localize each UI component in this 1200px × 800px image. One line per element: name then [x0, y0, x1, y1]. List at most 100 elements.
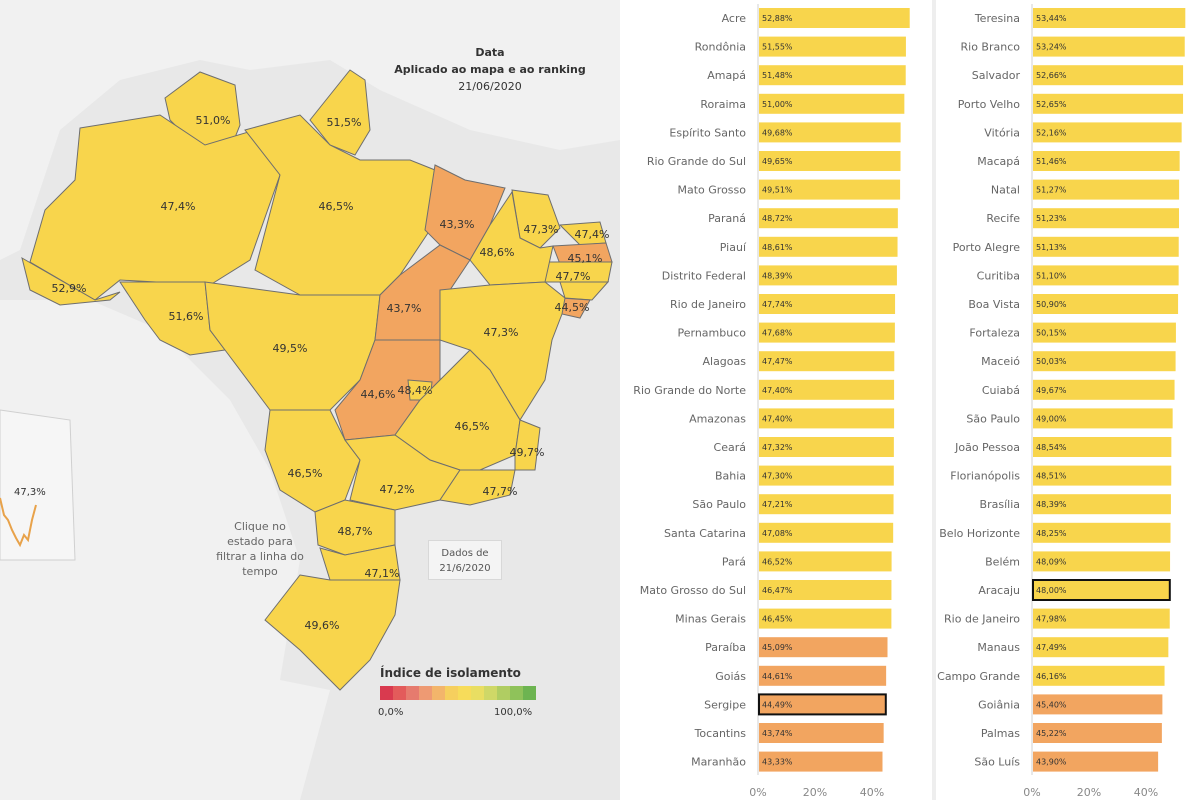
rank-row-state[interactable]: Paraíba 45,09% — [705, 637, 888, 658]
rank-bar[interactable] — [1033, 65, 1184, 86]
rank-bar[interactable] — [759, 322, 895, 343]
rank-row-state[interactable]: Roraima 51,00% — [700, 93, 905, 114]
rank-bar[interactable] — [1033, 322, 1176, 343]
rank-bar[interactable] — [759, 65, 906, 86]
rank-row-state[interactable]: Sergipe 44,49% — [704, 693, 887, 716]
rank-row-city[interactable]: Vitória 52,16% — [984, 122, 1182, 143]
rank-bar[interactable] — [1033, 8, 1186, 28]
rank-bar[interactable] — [1033, 236, 1179, 257]
rank-row-city[interactable]: Goiânia 45,40% — [978, 694, 1163, 715]
rank-row-state[interactable]: Ceará 47,32% — [714, 437, 894, 457]
rank-bar[interactable] — [759, 351, 895, 372]
rank-bar[interactable] — [759, 665, 887, 686]
rank-row-state[interactable]: Tocantins 43,74% — [694, 723, 884, 743]
rank-bar[interactable] — [759, 208, 898, 229]
rank-bar[interactable] — [1033, 294, 1179, 314]
rank-bar[interactable] — [759, 637, 888, 658]
rank-bar[interactable] — [1033, 723, 1162, 743]
rank-row-city[interactable]: Rio de Janeiro 47,98% — [944, 608, 1170, 629]
rank-row-state[interactable]: Rio Grande do Norte 47,40% — [633, 379, 895, 400]
rank-bar[interactable] — [1032, 579, 1171, 601]
rank-row-city[interactable]: Porto Velho 52,65% — [958, 93, 1184, 114]
rank-row-city[interactable]: Belo Horizonte 48,25% — [939, 522, 1171, 543]
rank-bar[interactable] — [1033, 522, 1171, 543]
rank-bar[interactable] — [1033, 151, 1180, 171]
rank-bar[interactable] — [1033, 351, 1176, 372]
rank-row-city[interactable]: Natal 51,27% — [991, 179, 1180, 200]
rank-row-state[interactable]: Goiás 44,61% — [715, 665, 887, 686]
rank-row-city[interactable]: Boa Vista 50,90% — [968, 294, 1179, 314]
rank-bar[interactable] — [759, 580, 892, 600]
rank-row-city[interactable]: São Paulo 49,00% — [966, 408, 1173, 429]
rank-row-state[interactable]: Minas Gerais 46,45% — [675, 608, 892, 629]
rank-row-city[interactable]: Cuiabá 49,67% — [982, 379, 1175, 400]
rank-bar[interactable] — [1033, 751, 1159, 772]
rank-row-city[interactable]: Porto Alegre 51,13% — [953, 236, 1179, 257]
rank-bar[interactable] — [1033, 379, 1175, 400]
rank-bar[interactable] — [759, 236, 898, 257]
rank-bar[interactable] — [1033, 494, 1171, 515]
rank-row-city[interactable]: Recife 51,23% — [986, 208, 1180, 229]
rank-row-state[interactable]: Rio Grande do Sul 49,65% — [647, 151, 901, 171]
rank-row-city[interactable]: Palmas 45,22% — [981, 723, 1162, 743]
rank-bar[interactable] — [759, 93, 905, 114]
rank-row-city[interactable]: Macapá 51,46% — [977, 151, 1180, 171]
rank-row-city[interactable]: Florianópolis 48,51% — [950, 465, 1172, 486]
rank-row-state[interactable]: Piauí 48,61% — [720, 236, 898, 257]
rank-row-state[interactable]: Espírito Santo 49,68% — [669, 122, 901, 143]
sparkline[interactable] — [0, 497, 37, 548]
rank-row-city[interactable]: Teresina 53,44% — [974, 8, 1186, 28]
state-sc[interactable] — [319, 544, 401, 581]
rank-bar[interactable] — [1033, 36, 1185, 57]
rank-row-state[interactable]: Amazonas 47,40% — [689, 408, 895, 429]
rank-bar[interactable] — [759, 408, 895, 429]
rank-bar[interactable] — [759, 608, 892, 629]
rank-bar[interactable] — [1033, 122, 1182, 143]
state-al[interactable] — [559, 281, 610, 301]
rank-row-state[interactable]: Santa Catarina 47,08% — [664, 522, 894, 543]
rank-bar[interactable] — [1033, 665, 1165, 686]
rank-bar[interactable] — [759, 723, 884, 743]
rank-bar[interactable] — [758, 693, 887, 716]
rank-bar[interactable] — [759, 522, 894, 543]
brazil-map[interactable]: 51,0% 51,5% 47,4% 46,5% 43,3% 47,3% 47,4% 45,1%… — [0, 0, 620, 800]
rank-row-state[interactable]: Mato Grosso do Sul 46,47% — [640, 580, 892, 600]
rank-row-city[interactable]: Campo Grande 46,16% — [937, 665, 1165, 686]
rank-row-city[interactable]: Belém 48,09% — [985, 551, 1171, 572]
date-filter-value[interactable]: 21/06/2020 — [458, 80, 522, 93]
rank-row-city[interactable]: Salvador 52,66% — [972, 65, 1184, 86]
rank-bar[interactable] — [1033, 93, 1184, 114]
rank-row-state[interactable]: Paraná 48,72% — [708, 208, 898, 229]
state-es[interactable] — [514, 419, 541, 471]
rank-bar[interactable] — [1033, 465, 1172, 486]
rank-row-state[interactable]: Maranhão 43,33% — [691, 751, 883, 772]
rank-bar[interactable] — [1033, 694, 1163, 715]
rank-row-state[interactable]: Pará 46,52% — [722, 551, 892, 572]
state-pi[interactable] — [469, 190, 554, 286]
rank-bar[interactable] — [1033, 179, 1180, 200]
rank-row-state[interactable]: Acre 52,88% — [722, 8, 910, 28]
rank-bar[interactable] — [1033, 437, 1172, 457]
rank-row-city[interactable]: Manaus 47,49% — [977, 637, 1169, 658]
rank-bar[interactable] — [759, 494, 894, 515]
rank-bar[interactable] — [759, 8, 910, 28]
rank-row-state[interactable]: Amapá 51,48% — [707, 65, 906, 86]
rank-bar[interactable] — [759, 437, 894, 457]
rank-bar[interactable] — [1033, 608, 1170, 629]
state-ba[interactable] — [439, 281, 566, 421]
state-ac[interactable] — [21, 256, 121, 306]
rank-row-city[interactable]: Fortaleza 50,15% — [969, 322, 1176, 343]
rank-bar[interactable] — [759, 265, 897, 286]
rank-row-city[interactable]: Curitiba 51,10% — [977, 265, 1179, 286]
rank-row-state[interactable]: Distrito Federal 48,39% — [662, 265, 897, 286]
rank-bar[interactable] — [1033, 551, 1171, 572]
date-filter[interactable]: Data Aplicado ao mapa e ao ranking 21/06… — [380, 44, 600, 95]
rank-row-state[interactable]: Rondônia 51,55% — [695, 36, 906, 57]
rank-bar[interactable] — [759, 122, 901, 143]
rank-row-state[interactable]: São Paulo 47,21% — [692, 494, 894, 515]
rank-bar[interactable] — [1033, 208, 1180, 229]
rank-bar[interactable] — [759, 151, 901, 171]
rank-bar[interactable] — [759, 379, 895, 400]
rank-row-city[interactable]: Rio Branco 53,24% — [961, 36, 1185, 57]
rank-bar[interactable] — [1033, 637, 1169, 658]
